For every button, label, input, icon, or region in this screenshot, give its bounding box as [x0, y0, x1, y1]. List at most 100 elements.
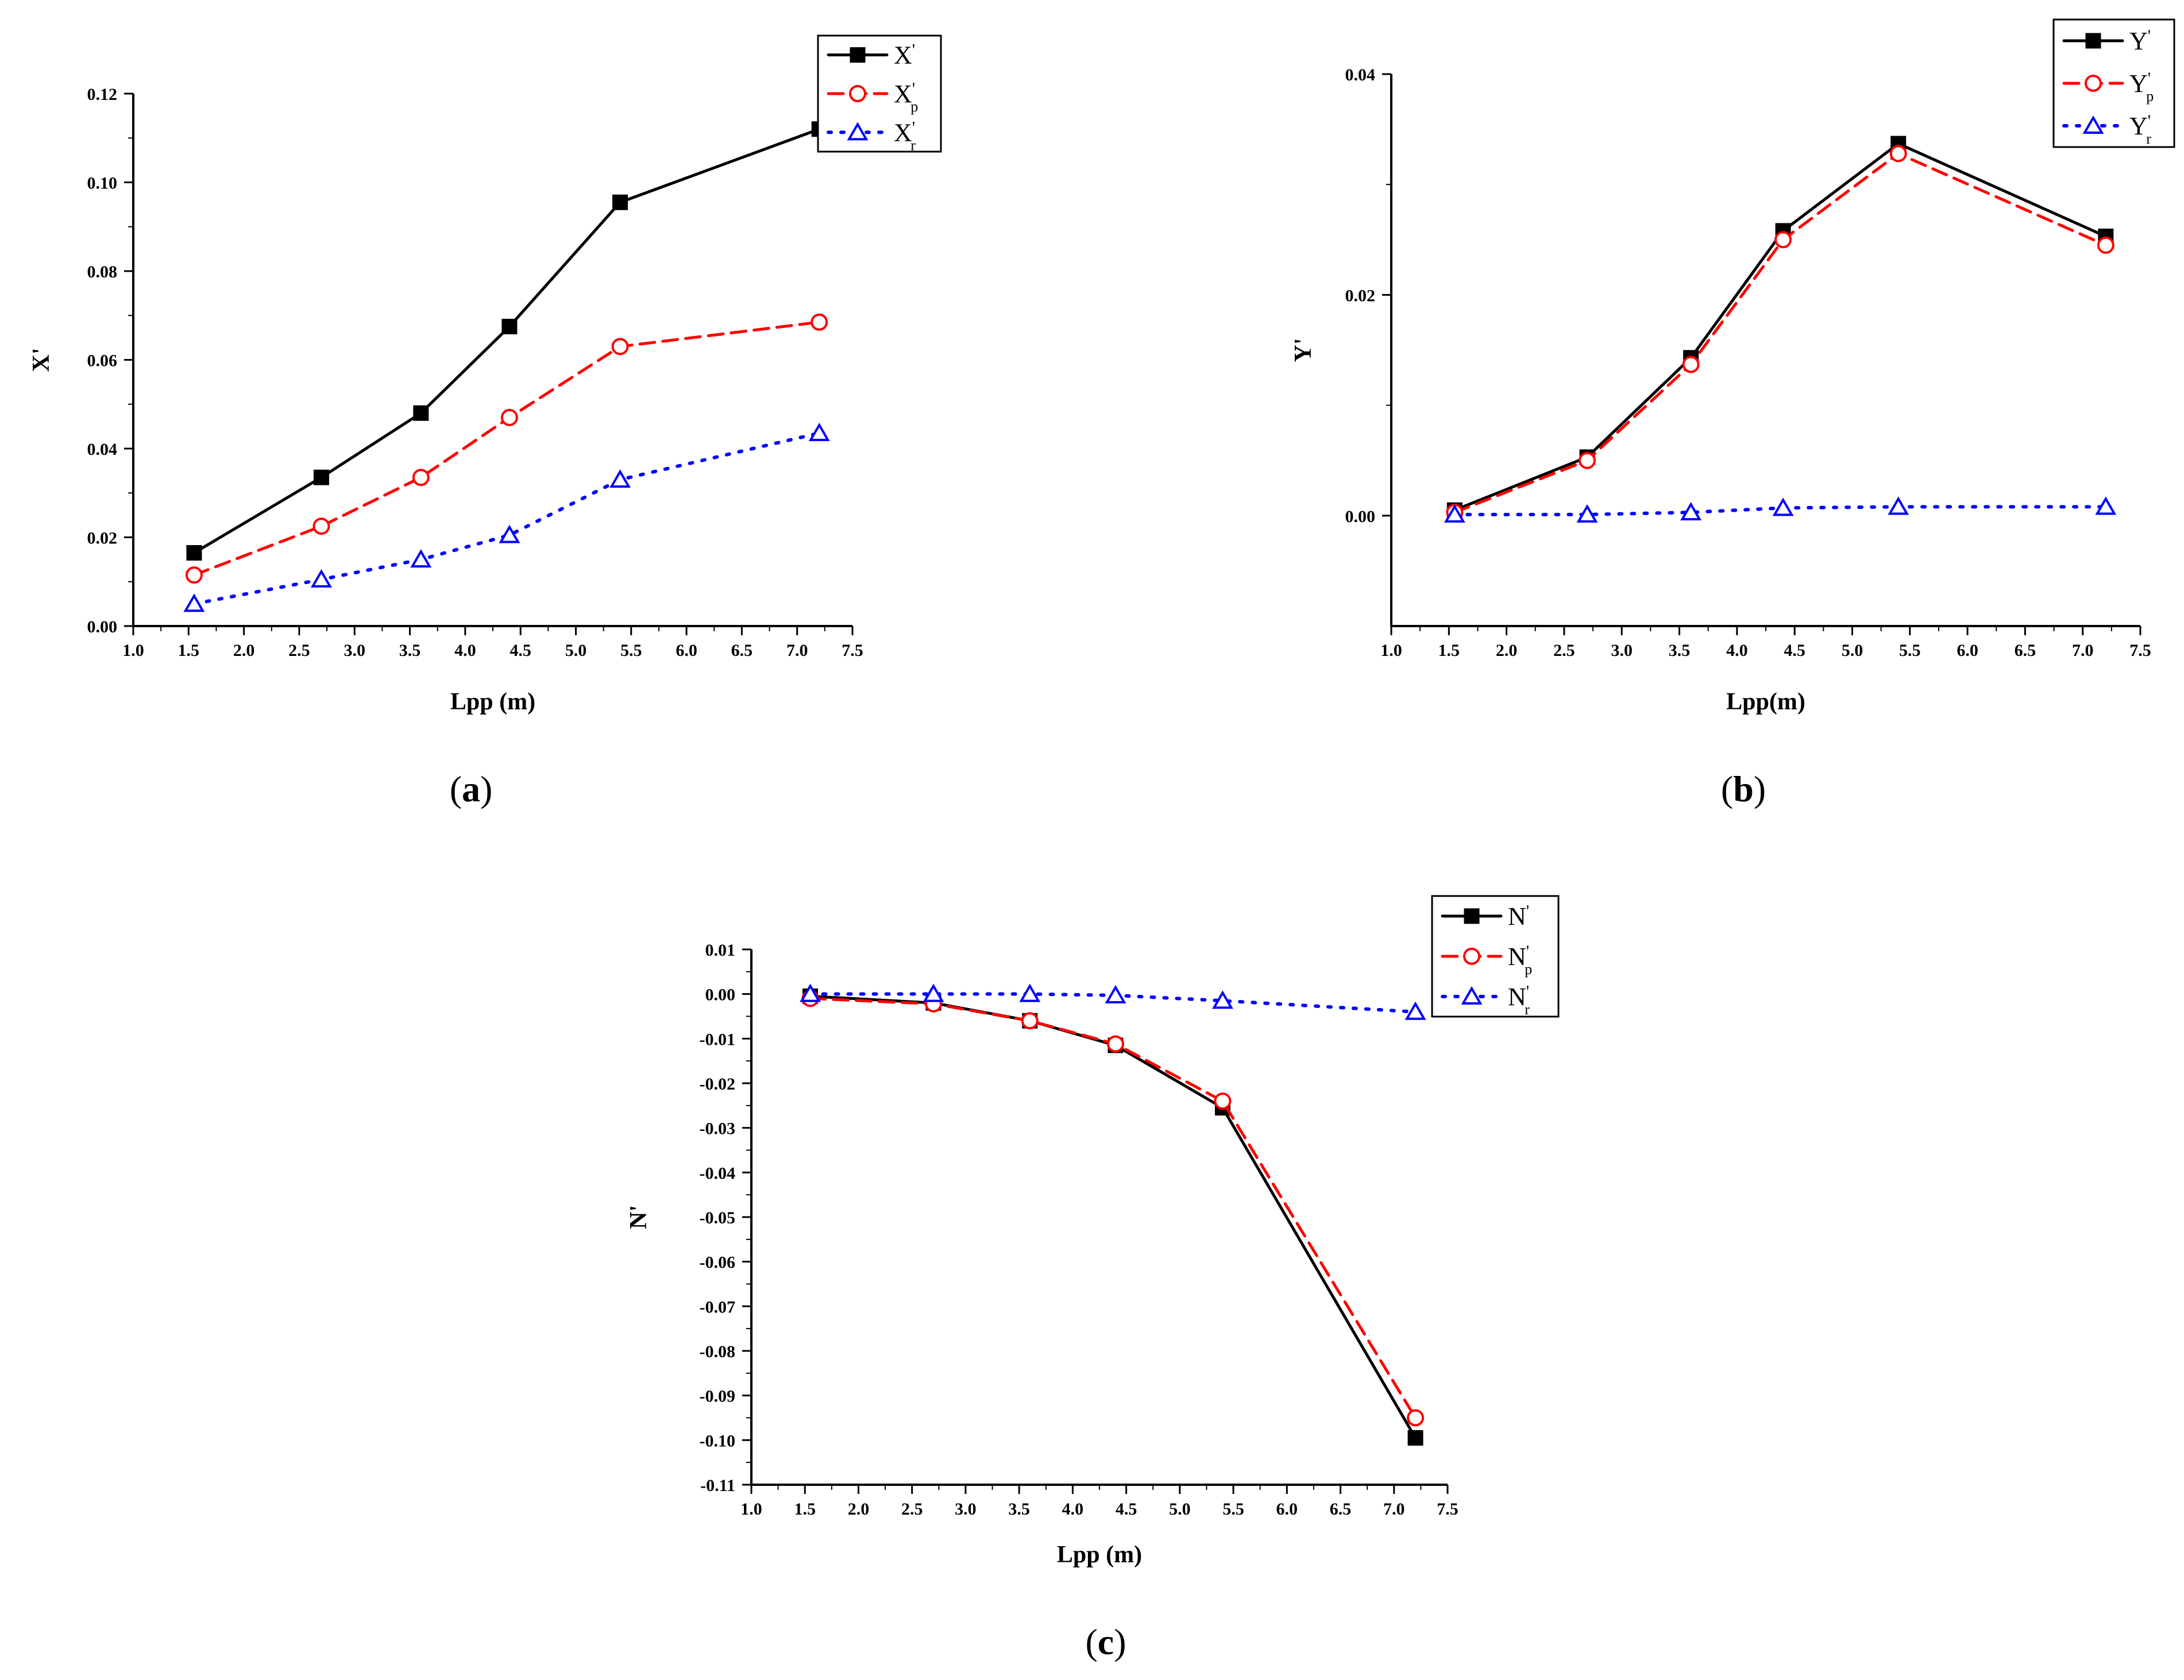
data-point-marker	[501, 319, 518, 335]
series-N'p	[801, 990, 1425, 1427]
legend-label-prime: '	[2148, 69, 2151, 88]
legend-label-prime: '	[912, 41, 915, 60]
y-tick-label: -0.10	[700, 1431, 736, 1450]
series-line	[1453, 142, 2108, 512]
y-tick-label: -0.09	[700, 1387, 736, 1406]
series-line	[1453, 505, 2108, 516]
series-Y'	[1446, 136, 2114, 518]
x-tick-label: 3.5	[1669, 641, 1691, 660]
data-point-marker	[499, 524, 520, 543]
data-point-marker	[1889, 145, 1907, 163]
legend-label-subscript: r	[2146, 130, 2151, 147]
x-tick-label: 5.5	[620, 641, 642, 660]
x-tick-label: 4.0	[1726, 641, 1748, 660]
y-tick-label: 0.08	[87, 262, 118, 281]
x-tick-label: 7.0	[786, 641, 808, 660]
data-point-marker	[185, 566, 203, 584]
legend-marker	[849, 85, 866, 102]
legend-label-prime: '	[1526, 902, 1529, 921]
data-point-marker	[1106, 1035, 1124, 1053]
series-line	[192, 431, 821, 606]
legend-marker	[1464, 908, 1480, 924]
data-point-marker	[412, 469, 430, 486]
series-line	[809, 995, 1417, 1439]
legend-label: Y' r	[2129, 111, 2151, 147]
data-point-marker	[183, 593, 205, 612]
data-point-marker	[1105, 984, 1126, 1003]
data-point-marker	[1772, 497, 1794, 516]
x-tick-label: 1.0	[740, 1500, 762, 1519]
x-tick-label: 2.0	[848, 1500, 870, 1519]
data-point-marker	[1444, 504, 1465, 523]
y-tick-label: -0.07	[700, 1297, 736, 1316]
panel-caption-letter: b	[1733, 768, 1754, 809]
panel-caption-open: (	[450, 768, 462, 809]
y-tick-label: -0.04	[700, 1164, 736, 1183]
legend-label: Y'	[2129, 26, 2151, 55]
data-point-marker	[500, 408, 518, 426]
series-line	[192, 128, 821, 555]
legend-label-prime: '	[912, 79, 915, 98]
x-tick-label: 1.5	[178, 641, 200, 660]
legend-label-base: X	[894, 41, 912, 69]
legend-marker	[850, 47, 866, 63]
legend-marker	[1463, 948, 1480, 965]
x-tick-label: 4.0	[1062, 1500, 1084, 1519]
data-point-marker	[2095, 496, 2117, 515]
legend-label: N' p	[1508, 942, 1532, 978]
data-point-marker	[1407, 1409, 1425, 1427]
data-point-marker	[1211, 990, 1233, 1009]
x-tick-label: 5.5	[1899, 641, 1921, 660]
x-tick-label: 7.5	[2129, 641, 2151, 660]
series-N'	[802, 988, 1423, 1446]
series-Y'p	[1446, 145, 2114, 522]
panel-caption-open: (	[1085, 1621, 1097, 1662]
series-line	[808, 992, 1418, 1014]
legend-label-base: Y	[2129, 27, 2148, 55]
y-tick-label: 0.04	[87, 440, 118, 459]
y-tick-label: -0.01	[700, 1030, 736, 1049]
data-point-marker	[612, 194, 628, 210]
x-tick-label: 2.0	[233, 641, 255, 660]
data-point-marker	[923, 983, 944, 1002]
x-tick-label: 5.0	[565, 641, 587, 660]
series-X'	[186, 121, 827, 561]
series-X'r	[183, 422, 830, 612]
x-axis-label: Lpp(m)	[1726, 689, 1805, 715]
x-tick-label: 5.0	[1842, 641, 1863, 660]
x-tick-label: 7.5	[842, 641, 863, 660]
data-point-marker	[811, 313, 828, 331]
x-tick-label: 3.5	[1008, 1500, 1030, 1519]
y-tick-label: -0.11	[700, 1476, 735, 1495]
y-tick-label: 0.06	[87, 352, 118, 370]
legend: Y'Y' pY' r	[2052, 18, 2175, 148]
legend-label-prime: '	[2148, 111, 2151, 130]
y-tick-label: 0.02	[87, 529, 118, 548]
x-tick-label: 1.5	[1438, 641, 1460, 660]
legend-label-base: N	[1508, 902, 1526, 930]
y-tick-label: 0.00	[87, 617, 118, 636]
series-X'p	[185, 313, 828, 584]
data-point-marker	[1214, 1092, 1232, 1110]
legend-label-base: N	[1508, 943, 1526, 971]
x-tick-label: 3.0	[955, 1500, 977, 1519]
data-point-marker	[611, 338, 629, 356]
panel-caption-close: )	[480, 768, 492, 809]
panel-caption: (a)	[450, 768, 493, 809]
chart-panel-a: 1.0 1.5 2.0 2.5 3.0 3.5 4.0 4.5 5.0 5.5 6.0 6.5 7.0 7…	[28, 34, 942, 809]
panel-caption: (b)	[1721, 768, 1766, 809]
legend-label-prime: '	[1526, 942, 1529, 961]
y-tick-label: 0.02	[1345, 286, 1376, 305]
x-tick-label: 2.0	[1496, 641, 1518, 660]
legend-label-base: Y	[2129, 69, 2148, 98]
x-tick-label: 2.5	[901, 1500, 923, 1519]
data-point-marker	[1576, 504, 1598, 523]
panel-caption-letter: a	[462, 768, 480, 809]
legend-label-prime: '	[912, 118, 915, 137]
x-tick-label: 6.0	[1276, 1500, 1298, 1519]
data-point-marker	[410, 549, 432, 568]
chart-panel-b: 1.0 1.5 2.0 2.5 3.0 3.5 4.0 4.5 5.0 5.5 6.0 6.5 7.0 7…	[1290, 18, 2175, 809]
data-point-marker	[1404, 1001, 1426, 1020]
